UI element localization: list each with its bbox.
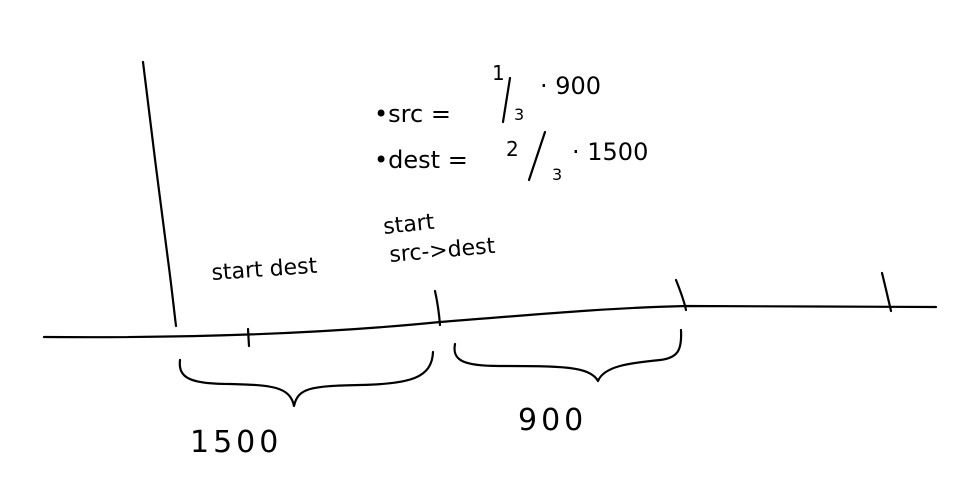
dest-fraction-numerator: 2 bbox=[506, 137, 519, 161]
tick-start-src bbox=[433, 289, 442, 327]
dest-label: •dest = bbox=[374, 146, 468, 174]
tick-end bbox=[880, 271, 893, 313]
timeline bbox=[42, 304, 938, 339]
start-dest-label: start dest bbox=[211, 254, 319, 286]
tick-start-dest bbox=[246, 327, 251, 348]
right-segment-length: 900 bbox=[518, 403, 587, 438]
start-src-label-top: start bbox=[382, 210, 436, 240]
dest-value: · 1500 bbox=[572, 138, 648, 166]
left-brace bbox=[178, 350, 435, 408]
tick-mid bbox=[674, 278, 688, 312]
src-fraction-numerator: 1 bbox=[492, 61, 505, 85]
src-fraction-denominator: 3 bbox=[514, 105, 524, 124]
right-brace bbox=[453, 328, 683, 383]
dest-fraction-bar bbox=[527, 130, 547, 182]
src-value: · 900 bbox=[540, 72, 601, 100]
dest-fraction-denominator: 3 bbox=[552, 165, 562, 184]
left-segment-length: 1500 bbox=[190, 425, 282, 460]
start-src-label-bottom: src->dest bbox=[388, 234, 496, 268]
src-fraction-bar bbox=[501, 76, 512, 124]
src-label: •src = bbox=[374, 100, 451, 128]
vertical-axis bbox=[141, 60, 178, 328]
